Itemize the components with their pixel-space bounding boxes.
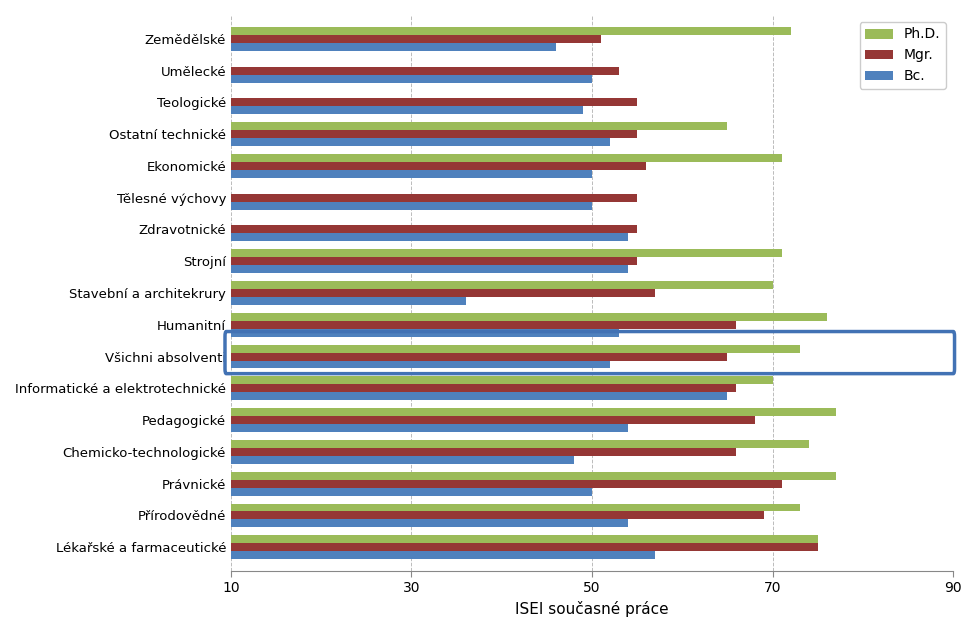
Bar — [231, 408, 835, 416]
Bar — [231, 544, 818, 551]
Bar — [231, 504, 800, 511]
Bar — [231, 520, 628, 527]
Bar — [231, 535, 818, 544]
Bar — [231, 416, 754, 424]
Bar — [231, 551, 656, 559]
Bar — [231, 99, 637, 106]
Bar — [231, 344, 800, 353]
Bar — [231, 392, 728, 400]
Bar — [231, 329, 619, 337]
Bar — [231, 289, 656, 297]
Bar — [231, 75, 592, 83]
Bar — [231, 456, 573, 464]
Bar — [231, 66, 619, 75]
Bar — [231, 106, 583, 114]
Bar — [231, 162, 646, 170]
Bar — [231, 250, 782, 257]
Bar — [231, 27, 790, 35]
X-axis label: ISEI současné práce: ISEI současné práce — [515, 601, 669, 617]
Bar — [231, 353, 728, 360]
Bar — [231, 360, 610, 368]
Bar — [231, 122, 728, 130]
Bar — [231, 448, 737, 456]
Bar — [231, 480, 782, 488]
Bar — [231, 424, 628, 432]
Bar — [231, 313, 827, 321]
Bar — [231, 194, 637, 202]
Bar — [231, 233, 628, 241]
Bar — [231, 257, 637, 265]
Bar — [231, 440, 809, 448]
Bar — [231, 321, 737, 329]
Bar — [231, 488, 592, 495]
Bar — [231, 138, 610, 146]
Bar — [231, 170, 592, 178]
Bar — [231, 154, 782, 162]
Bar — [231, 130, 637, 138]
Bar — [231, 384, 737, 392]
Bar — [231, 471, 835, 480]
Bar — [231, 377, 773, 384]
Bar — [231, 35, 601, 43]
Bar — [231, 202, 592, 210]
Bar — [231, 226, 637, 233]
Legend: Ph.D., Mgr., Bc.: Ph.D., Mgr., Bc. — [860, 22, 947, 89]
Bar — [231, 297, 466, 305]
Bar — [231, 265, 628, 273]
Bar — [231, 43, 556, 51]
Bar — [231, 281, 773, 289]
Bar — [231, 511, 764, 520]
